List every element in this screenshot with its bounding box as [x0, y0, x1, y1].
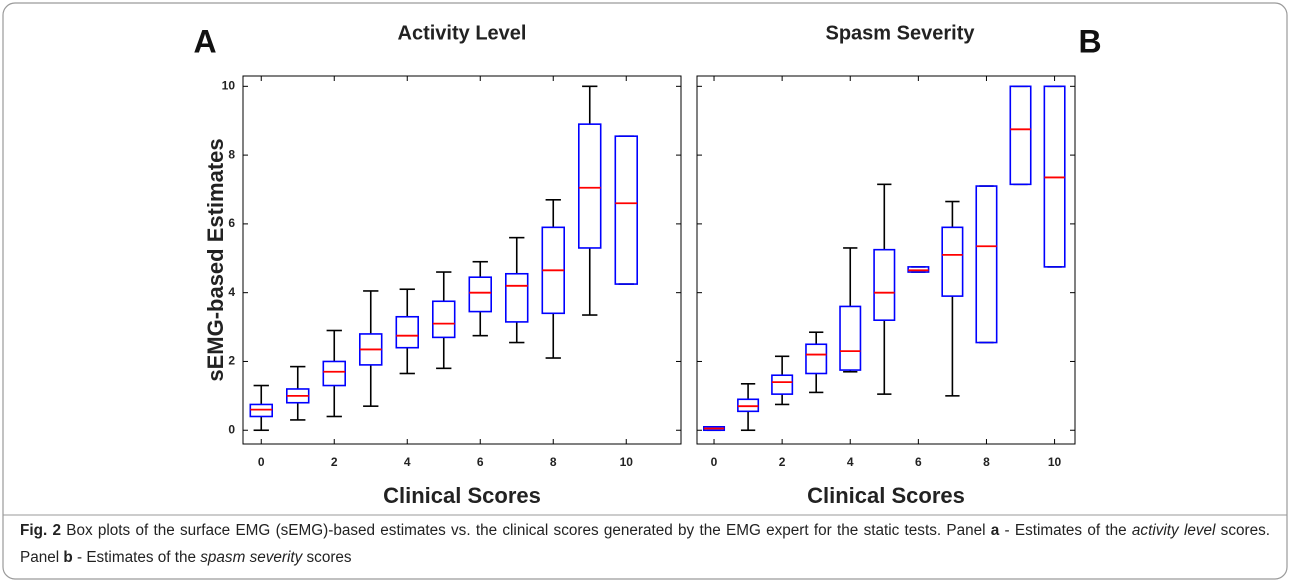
y-tick-label: 6 — [228, 216, 235, 230]
x-tick-label: 2 — [779, 455, 786, 469]
caption-text: - Estimates of the — [72, 549, 201, 566]
caption-text: scores. Panel — [20, 522, 1275, 566]
x-tick-label: 4 — [404, 455, 411, 469]
caption-text: a — [990, 522, 1000, 539]
box — [431, 300, 456, 339]
y-tick-label: 10 — [222, 78, 236, 92]
plot-frame — [242, 75, 682, 445]
box — [395, 315, 419, 349]
caption-text: spasm severity — [200, 549, 303, 566]
box — [614, 135, 638, 285]
caption-text: b — [63, 549, 73, 566]
x-axis-label: Clinical Scores — [807, 483, 965, 508]
panel-label: B — [1078, 23, 1101, 59]
y-axis-label: sEMG-based Estimates — [203, 138, 228, 381]
chart-title: Activity Level — [398, 22, 527, 44]
caption-text: scores — [302, 549, 352, 566]
box — [839, 305, 862, 371]
caption-text: - Estimates of the — [999, 522, 1132, 539]
x-tick-label: 6 — [915, 455, 922, 469]
box — [577, 123, 602, 249]
box — [1009, 85, 1032, 186]
box — [805, 343, 828, 375]
x-tick-label: 8 — [983, 455, 990, 469]
x-tick-label: 10 — [620, 455, 634, 469]
y-tick-label: 8 — [228, 147, 235, 161]
panel-label: A — [193, 23, 216, 59]
x-tick-label: 6 — [477, 455, 484, 469]
box — [322, 360, 346, 387]
box — [771, 374, 794, 395]
plot-frame — [696, 75, 1076, 445]
box — [504, 272, 529, 323]
caption-text: Fig. 2 — [20, 522, 61, 539]
box — [975, 185, 998, 344]
x-tick-label: 2 — [331, 455, 338, 469]
caption: Fig. 2 Box plots of the surface EMG (sEM… — [20, 517, 1270, 571]
x-tick-label: 4 — [847, 455, 854, 469]
box — [873, 248, 896, 321]
caption-text: Box plots of the surface EMG (sEMG)-base… — [60, 522, 991, 539]
y-tick-label: 2 — [228, 354, 235, 368]
box — [468, 276, 492, 313]
y-tick-label: 0 — [228, 422, 235, 436]
x-axis-label: Clinical Scores — [383, 483, 541, 508]
y-tick-label: 4 — [228, 285, 235, 299]
x-tick-label: 0 — [258, 455, 265, 469]
caption-text: activity level — [1131, 522, 1216, 539]
x-tick-label: 0 — [711, 455, 718, 469]
x-tick-label: 10 — [1048, 455, 1062, 469]
x-tick-label: 8 — [550, 455, 557, 469]
chart-title: Spasm Severity — [826, 22, 976, 44]
box — [941, 226, 964, 297]
